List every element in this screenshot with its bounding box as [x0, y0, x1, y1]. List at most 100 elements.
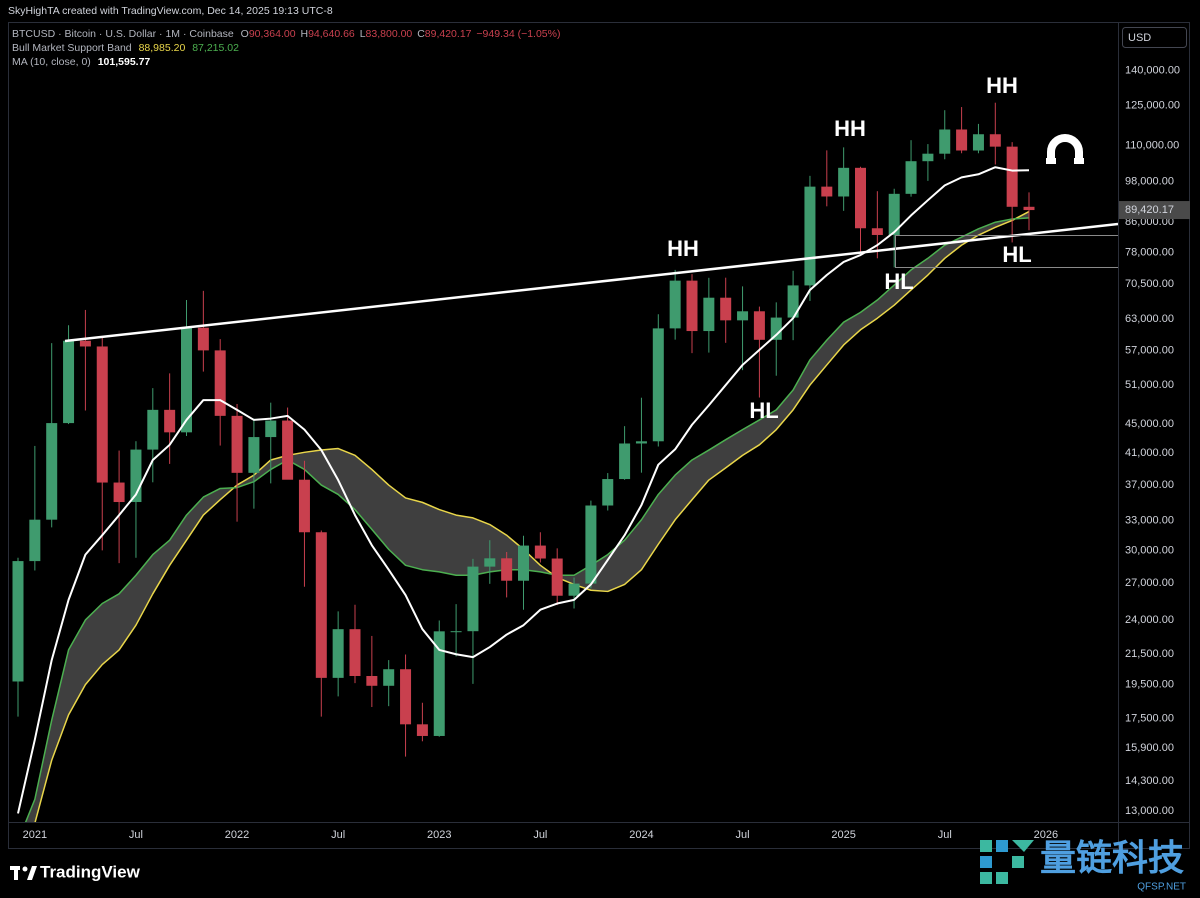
- candle-body: [467, 566, 479, 632]
- logo-text: TradingView: [40, 862, 141, 881]
- y-tick-label: 37,000.00: [1125, 479, 1174, 491]
- legend-ma: MA (10, close, 0) 101,595.77: [12, 56, 150, 68]
- candle-body: [46, 423, 58, 520]
- y-tick-label: 78,000.00: [1125, 247, 1174, 259]
- ohlc-value: 83,800.00: [366, 28, 413, 40]
- candle-body: [332, 629, 344, 678]
- annotation: HL: [884, 269, 913, 294]
- candle-body: [400, 669, 412, 725]
- legend-band: Bull Market Support Band 88,985.20 87,21…: [12, 42, 239, 54]
- candle-body: [96, 346, 108, 483]
- y-tick-label: 51,000.00: [1125, 379, 1174, 391]
- overlay-layer: [17, 166, 1030, 814]
- candle-body: [518, 545, 529, 581]
- y-tick-label: 14,300.00: [1125, 775, 1174, 787]
- candle-body: [737, 311, 749, 321]
- ohlc-value: 89,420.17: [425, 28, 472, 40]
- candle-body: [130, 449, 142, 503]
- currency-box: [1122, 27, 1187, 48]
- candle-body: [669, 280, 681, 329]
- candle-body: [888, 193, 900, 235]
- y-tick-label: 98,000.00: [1125, 175, 1174, 187]
- x-tick-label: 2025: [831, 829, 855, 841]
- candle-body: [703, 297, 715, 332]
- candle-layer: [12, 102, 1035, 757]
- ma-line: [17, 166, 1030, 814]
- y-tick-label: 45,000.00: [1125, 418, 1174, 430]
- watermark: 量链科技 QFSP.NET: [980, 838, 1186, 893]
- band-fill: [25, 211, 1029, 822]
- plot-area: [12, 102, 1118, 822]
- candle-body: [383, 669, 395, 686]
- candle-body: [838, 167, 850, 197]
- candle-body: [652, 328, 664, 442]
- x-tick-label: 2021: [23, 829, 47, 841]
- ohlc-label: L: [360, 28, 366, 40]
- candle-body: [787, 285, 799, 318]
- last-price-label: 89,420.17: [1125, 204, 1174, 216]
- candle-body: [79, 340, 91, 347]
- y-tick-label: 86,000.00: [1125, 216, 1174, 228]
- candle-body: [12, 561, 24, 682]
- candle-body: [433, 631, 445, 736]
- y-tick-label: 13,000.00: [1125, 805, 1174, 817]
- ma-value: 101,595.77: [98, 56, 151, 68]
- candle-body: [585, 505, 597, 584]
- symbol: BTCUSD · Bitcoin · U.S. Dollar · 1M · Co…: [12, 28, 234, 40]
- candle-body: [248, 437, 260, 473]
- candle-body: [29, 519, 41, 562]
- y-tick-label: 30,000.00: [1125, 544, 1174, 556]
- candle-body: [164, 409, 176, 433]
- candle-body: [113, 482, 125, 503]
- annotation: HH: [834, 116, 866, 141]
- candle-body: [686, 280, 698, 332]
- candle-body: [956, 129, 968, 151]
- candle-body: [989, 134, 1001, 147]
- currency: USD: [1128, 32, 1151, 44]
- y-tick-label: 110,000.00: [1125, 139, 1179, 151]
- candle-body: [484, 558, 496, 567]
- trendline: [64, 222, 1118, 343]
- candle-body: [568, 583, 580, 596]
- y-tick-label: 41,000.00: [1125, 447, 1174, 459]
- range-box: [895, 235, 1118, 268]
- candle-body: [922, 153, 934, 162]
- candle-body: [770, 317, 782, 340]
- candle-body: [349, 629, 361, 676]
- candle-body: [450, 631, 462, 633]
- x-tick-label: Jul: [129, 829, 143, 841]
- candle-body: [214, 350, 226, 416]
- x-tick-label: 2023: [427, 829, 451, 841]
- watermark-sub: QFSP.NET: [1137, 882, 1186, 893]
- x-tick-label: Jul: [331, 829, 345, 841]
- candle-body: [804, 186, 816, 286]
- y-tick-label: 24,000.00: [1125, 614, 1174, 626]
- y-tick-label: 70,500.00: [1125, 278, 1174, 290]
- ma-name: MA (10, close, 0): [12, 56, 91, 68]
- magnet-icon: [1046, 134, 1084, 164]
- candle-body: [939, 129, 951, 154]
- band-value: 87,215.02: [192, 42, 239, 54]
- candle-body: [821, 186, 833, 197]
- candle-body: [619, 443, 631, 480]
- ohlc-label: H: [300, 28, 308, 40]
- tradingview-logo: TradingView: [10, 862, 141, 881]
- candle-body: [534, 545, 546, 559]
- frame: [8, 22, 1190, 849]
- ohlc-label: O: [241, 28, 249, 40]
- band-name: Bull Market Support Band: [12, 42, 132, 54]
- credit: SkyHighTA created with TradingView.com, …: [8, 5, 333, 17]
- y-tick-label: 125,000.00: [1125, 100, 1180, 112]
- last-price-box: [1119, 201, 1190, 220]
- ohlc-label: C: [417, 28, 425, 40]
- legend-ohlc: BTCUSD · Bitcoin · U.S. Dollar · 1M · Co…: [12, 28, 560, 40]
- annotation: HH: [986, 73, 1018, 98]
- y-tick-label: 19,500.00: [1125, 679, 1174, 691]
- candle-body: [315, 532, 327, 678]
- watermark-text: 量链科技: [1040, 838, 1184, 879]
- change: −949.34 (−1.05%): [476, 28, 560, 40]
- candle-body: [905, 161, 917, 194]
- candle-body: [282, 420, 294, 480]
